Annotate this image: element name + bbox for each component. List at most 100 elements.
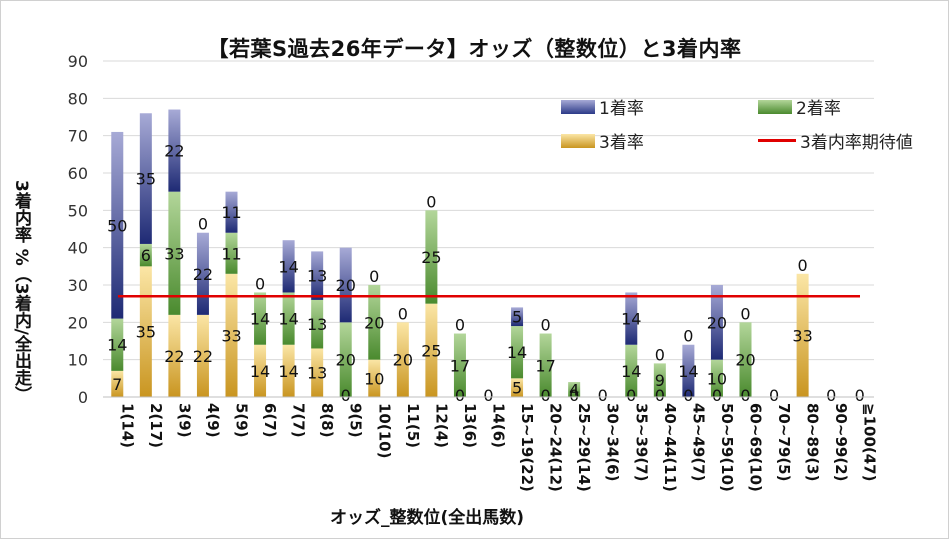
data-label: 0 bbox=[769, 386, 779, 405]
second-place-segment bbox=[282, 292, 295, 345]
second-place-segment bbox=[139, 243, 152, 267]
data-label: 14 bbox=[507, 343, 527, 362]
data-label: 20 bbox=[393, 351, 413, 370]
x-tick-label: 7(7) bbox=[290, 403, 308, 438]
win-segment bbox=[339, 247, 352, 323]
win-segment bbox=[511, 307, 524, 327]
data-label: 0 bbox=[712, 386, 722, 405]
data-label: 20 bbox=[336, 276, 356, 295]
x-tick-label: 35~39(7) bbox=[632, 403, 650, 481]
data-label: 0 bbox=[198, 215, 208, 234]
x-tick-label: 3(9) bbox=[175, 403, 193, 438]
data-label: 35 bbox=[136, 323, 156, 342]
x-tick-label: 45~49(7) bbox=[689, 403, 707, 481]
win-segment bbox=[311, 251, 324, 300]
data-label: 25 bbox=[421, 341, 441, 360]
data-label: 6 bbox=[141, 246, 151, 265]
x-tick-label: 80~89(3) bbox=[804, 403, 822, 481]
second-place-segment bbox=[368, 285, 381, 360]
data-label: 14 bbox=[278, 310, 298, 329]
data-label: 33 bbox=[221, 326, 241, 345]
data-label: 0 bbox=[398, 304, 408, 323]
y-tick-label: 60 bbox=[68, 164, 88, 183]
data-label: 0 bbox=[855, 386, 865, 405]
y-tick-label: 80 bbox=[68, 89, 88, 108]
data-label: 0 bbox=[569, 386, 579, 405]
win-segment bbox=[139, 113, 152, 244]
data-label: 33 bbox=[792, 326, 812, 345]
data-label: 14 bbox=[107, 336, 127, 355]
data-label: 13 bbox=[307, 267, 327, 286]
data-label: 7 bbox=[112, 375, 122, 394]
data-label: 0 bbox=[826, 386, 836, 405]
data-label: 22 bbox=[193, 265, 213, 284]
legend-swatch-expected bbox=[758, 139, 796, 142]
y-tick-label: 10 bbox=[68, 351, 88, 370]
x-tick-label: 4(9) bbox=[204, 403, 222, 438]
win-segment bbox=[682, 344, 695, 397]
x-tick-label: 9(5) bbox=[347, 403, 365, 438]
third-place-segment bbox=[196, 314, 209, 397]
data-label: 11 bbox=[221, 203, 241, 222]
data-label: 0 bbox=[455, 386, 465, 405]
y-tick-label: 20 bbox=[68, 313, 88, 332]
win-segment bbox=[111, 131, 124, 319]
second-place-segment bbox=[225, 232, 238, 274]
data-label: 0 bbox=[683, 386, 693, 405]
data-label: 22 bbox=[164, 347, 184, 366]
data-label: 5 bbox=[512, 308, 522, 327]
legend-label-win: 1着率 bbox=[599, 99, 644, 119]
x-tick-label: 6(7) bbox=[261, 403, 279, 438]
third-place-segment bbox=[511, 378, 524, 397]
third-place-segment bbox=[396, 322, 409, 397]
data-label: 0 bbox=[483, 386, 493, 405]
x-tick-label: 40~44(11) bbox=[661, 403, 679, 492]
x-tick-label: 5(9) bbox=[233, 403, 251, 438]
data-label: 14 bbox=[621, 310, 641, 329]
data-label: 14 bbox=[250, 310, 270, 329]
data-label: 14 bbox=[278, 362, 298, 381]
data-label: 13 bbox=[307, 364, 327, 383]
legend-label-third: 3着率 bbox=[599, 133, 644, 153]
legend-label-expected: 3着内率期待値 bbox=[800, 133, 913, 153]
second-place-segment bbox=[511, 326, 524, 379]
data-label: 10 bbox=[364, 369, 384, 388]
legend-swatch-third bbox=[561, 133, 595, 148]
second-place-segment bbox=[710, 359, 723, 397]
data-label: 0 bbox=[598, 386, 608, 405]
data-label: 0 bbox=[541, 386, 551, 405]
third-place-segment bbox=[139, 266, 152, 397]
data-label: 0 bbox=[798, 256, 808, 275]
y-axis-label: 3着内率 %（3着内/全出走） bbox=[11, 180, 31, 403]
data-label: 0 bbox=[655, 386, 665, 405]
second-place-segment bbox=[111, 318, 124, 371]
legend-item-expected: 3着内率期待値 bbox=[758, 128, 913, 153]
data-label: 20 bbox=[364, 313, 384, 332]
data-label: 25 bbox=[421, 248, 441, 267]
second-place-segment bbox=[453, 333, 466, 397]
y-tick-label: 0 bbox=[78, 388, 88, 407]
legend-item-win: 1着率 bbox=[561, 94, 644, 119]
data-label: 22 bbox=[164, 142, 184, 161]
legend-swatch-win bbox=[561, 99, 595, 114]
data-label: 14 bbox=[678, 362, 698, 381]
third-place-segment bbox=[282, 344, 295, 397]
x-tick-label: 11(5) bbox=[404, 403, 422, 448]
data-label: 17 bbox=[450, 356, 470, 375]
data-label: 13 bbox=[307, 315, 327, 334]
data-label: 5 bbox=[512, 379, 522, 398]
data-label: 50 bbox=[107, 216, 127, 235]
x-tick-label: 10(10) bbox=[375, 403, 393, 458]
chart-title: 【若葉S過去26年データ】オッズ（整数位）と3着内率 bbox=[207, 37, 742, 61]
x-tick-label: 1(14) bbox=[118, 403, 136, 448]
data-label: 0 bbox=[655, 345, 665, 364]
third-place-segment bbox=[368, 359, 381, 397]
second-place-segment bbox=[653, 363, 666, 397]
data-label: 10 bbox=[707, 369, 727, 388]
second-place-segment bbox=[539, 333, 552, 397]
data-label: 33 bbox=[164, 244, 184, 263]
third-place-segment bbox=[168, 314, 181, 397]
x-tick-label: 2(17) bbox=[147, 403, 165, 448]
data-label: 20 bbox=[707, 313, 727, 332]
